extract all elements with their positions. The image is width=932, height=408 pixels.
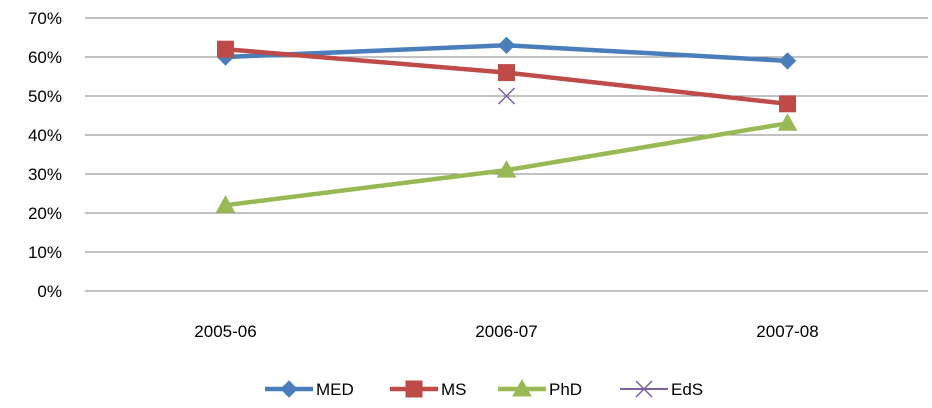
legend: MED MS PhD EdS xyxy=(265,378,703,399)
data-point-triangle xyxy=(215,195,236,213)
x-tick-label: 2006-07 xyxy=(475,322,537,341)
y-tick-label: 40% xyxy=(28,126,62,145)
data-point-x xyxy=(497,87,516,105)
data-point-triangle xyxy=(496,160,517,178)
legend-item-phd: PhD xyxy=(498,378,582,399)
data-point-triangle xyxy=(777,113,798,131)
y-tick-label: 30% xyxy=(28,165,62,184)
legend-label: EdS xyxy=(671,380,703,399)
x-tick-label: 2007-08 xyxy=(756,322,818,341)
y-tick-label: 50% xyxy=(28,87,62,106)
data-point-square xyxy=(217,40,234,58)
legend-label: MED xyxy=(316,380,354,399)
data-point-square xyxy=(405,380,423,398)
legend-item-ms: MS xyxy=(390,380,467,399)
data-point-diamond xyxy=(778,52,797,70)
y-tick-label: 60% xyxy=(28,48,62,67)
data-point-diamond xyxy=(280,380,298,398)
x-tick-label: 2005-06 xyxy=(194,322,256,341)
y-tick-label: 70% xyxy=(28,9,62,28)
gridlines xyxy=(85,17,928,292)
data-point-square xyxy=(779,95,796,113)
legend-item-med: MED xyxy=(265,380,354,399)
data-point-square xyxy=(498,64,515,82)
series-phd xyxy=(215,113,798,213)
data-point-triangle xyxy=(512,378,532,397)
y-tick-label: 0% xyxy=(37,282,62,301)
series-ms xyxy=(217,40,796,113)
legend-label: PhD xyxy=(549,380,582,399)
y-tick-label: 10% xyxy=(28,243,62,262)
data-point-diamond xyxy=(497,36,516,55)
x-axis-ticks: 2005-06 2006-07 2007-08 xyxy=(194,322,818,341)
y-axis-ticks: 0% 10% 20% 30% 40% 50% 60% 70% xyxy=(28,9,62,301)
data-point-x xyxy=(635,380,653,398)
series-med xyxy=(216,36,797,70)
legend-item-eds: EdS xyxy=(620,380,703,399)
series-layer xyxy=(215,36,798,213)
legend-label: MS xyxy=(441,380,467,399)
y-tick-label: 20% xyxy=(28,204,62,223)
series-eds xyxy=(497,87,516,105)
